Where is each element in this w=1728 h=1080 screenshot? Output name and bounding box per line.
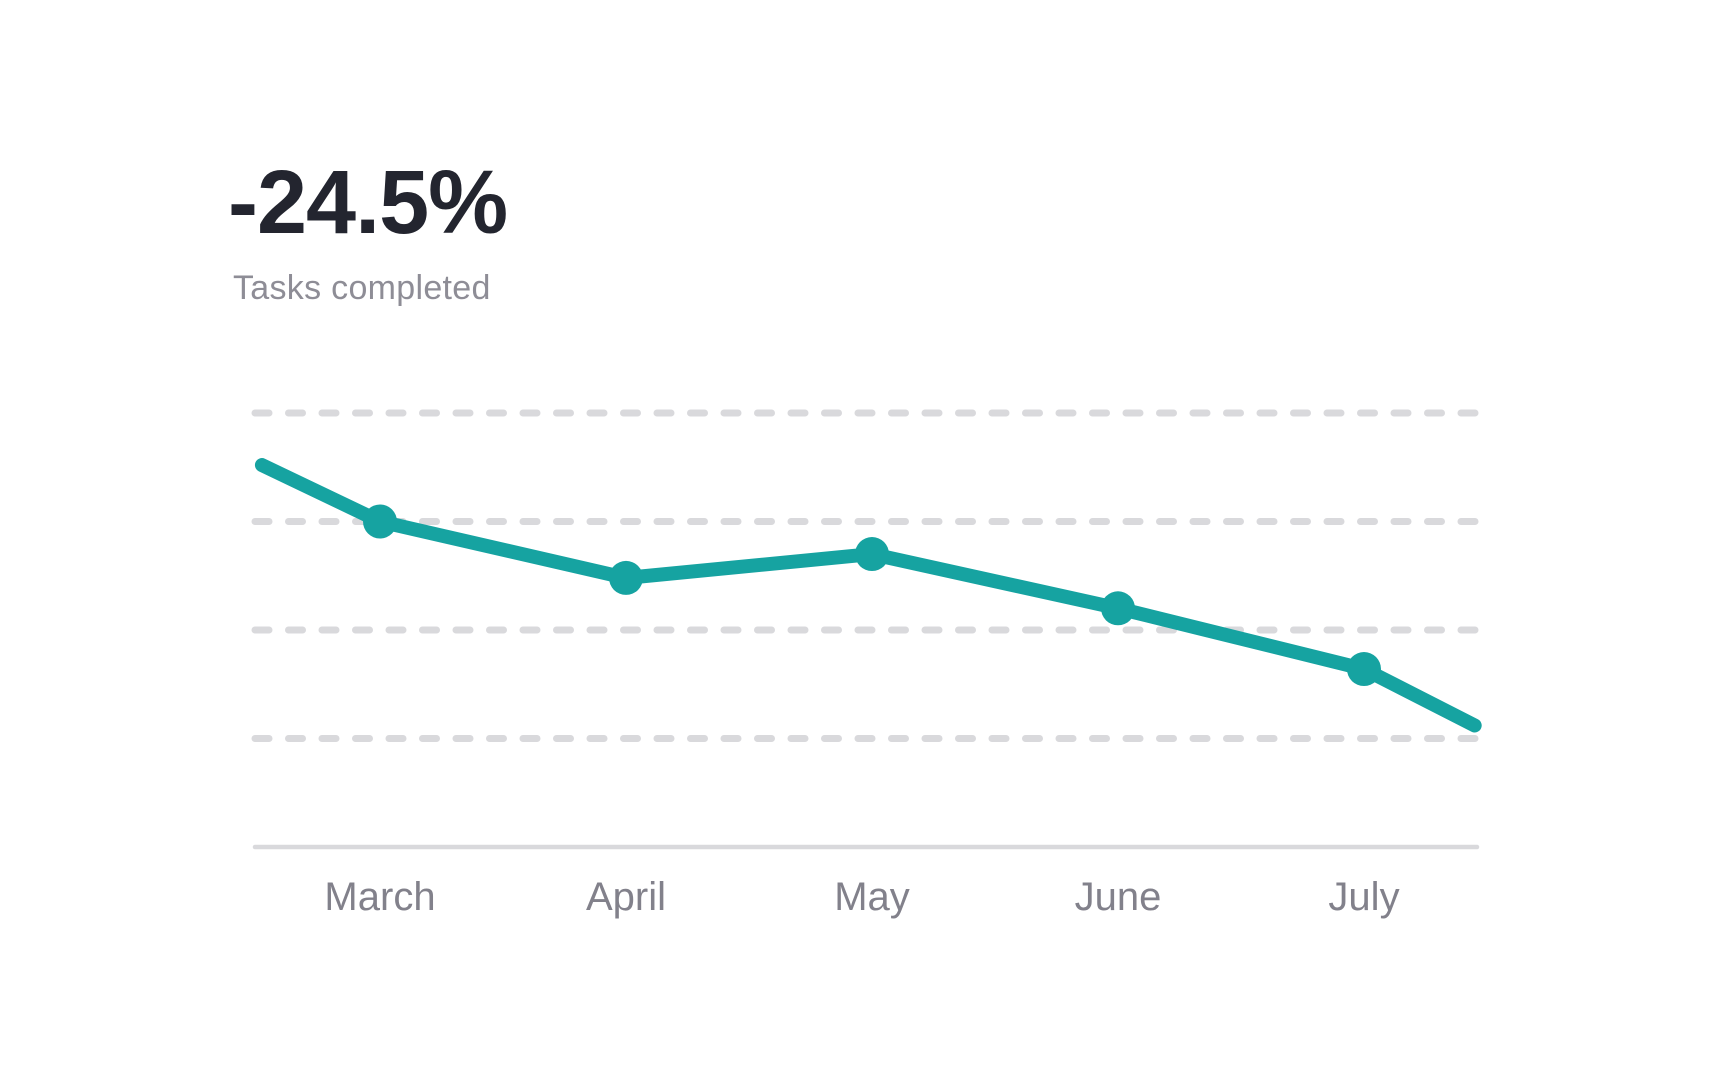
stat-label: Tasks completed [233,269,491,307]
x-axis-label: July [1328,875,1400,919]
stat-value: -24.5% [228,153,508,253]
x-axis-label: March [324,875,436,919]
x-axis-label: June [1074,875,1162,919]
data-point [363,504,397,539]
x-axis-label: April [585,875,667,919]
data-point [1347,652,1381,687]
trend-line [254,458,1482,733]
x-axis-label: May [834,875,910,919]
data-point [1101,591,1135,626]
data-point [855,537,889,572]
data-point [609,560,643,595]
